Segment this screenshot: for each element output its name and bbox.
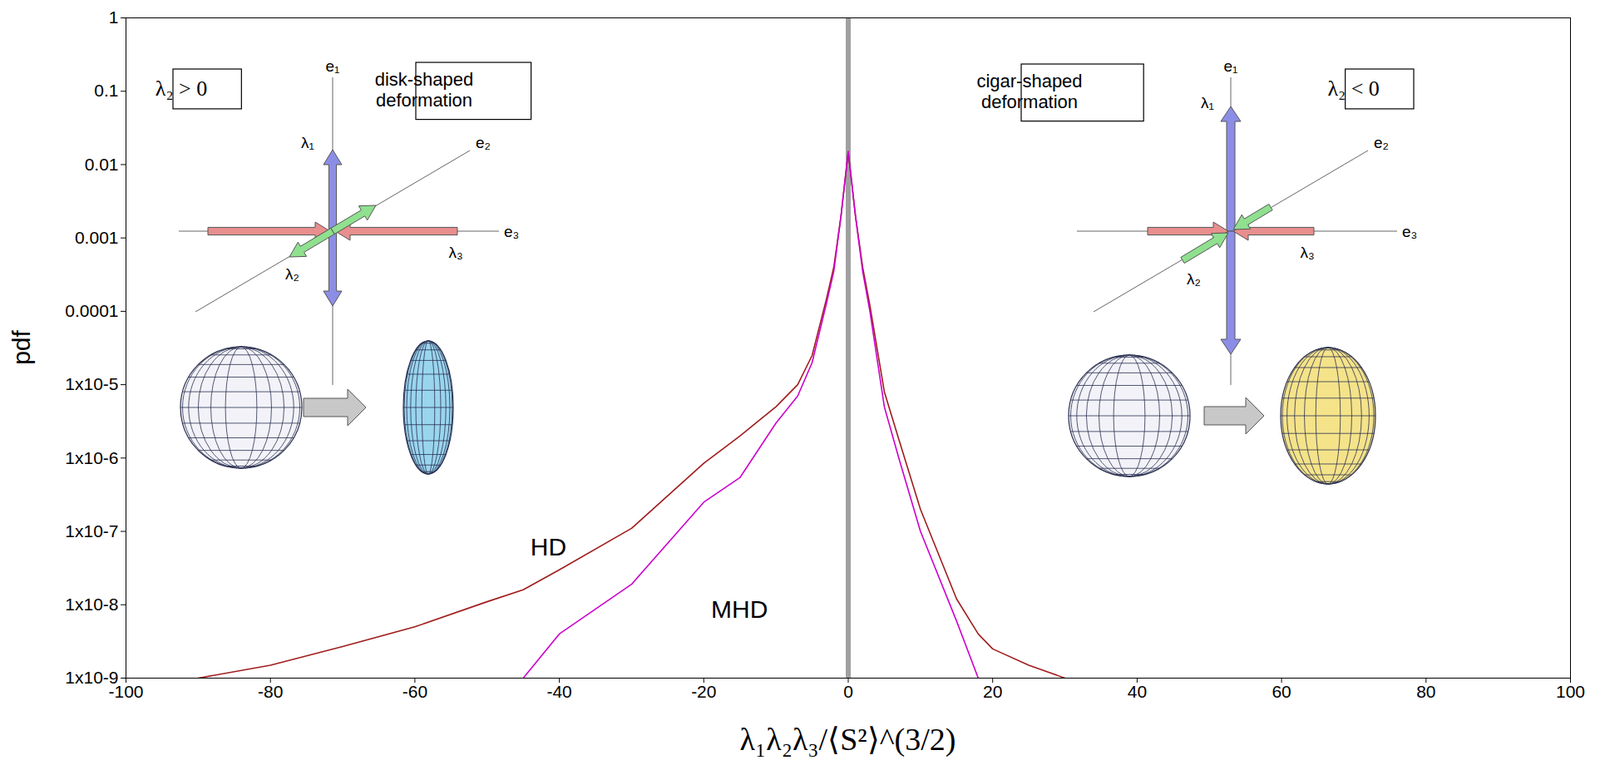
svg-text:-20: -20 bbox=[691, 681, 717, 702]
svg-text:λ₃: λ₃ bbox=[448, 243, 463, 262]
svg-text:e₁: e₁ bbox=[1224, 57, 1239, 75]
svg-text:0: 0 bbox=[843, 681, 854, 702]
svg-text:40: 40 bbox=[1127, 681, 1147, 702]
svg-text:20: 20 bbox=[982, 681, 1003, 702]
svg-text:e₂: e₂ bbox=[475, 133, 491, 152]
svg-text:λ₁: λ₁ bbox=[1200, 93, 1215, 112]
svg-text:60: 60 bbox=[1271, 681, 1291, 702]
svg-text:cigar-shaped: cigar-shaped bbox=[976, 70, 1082, 92]
svg-text:0.001: 0.001 bbox=[74, 227, 119, 247]
svg-text:100: 100 bbox=[1555, 681, 1586, 702]
svg-text:0.0001: 0.0001 bbox=[64, 301, 119, 321]
svg-text:1x10-7: 1x10-7 bbox=[64, 521, 119, 541]
svg-text:1x10-9: 1x10-9 bbox=[65, 667, 119, 688]
svg-text:-100: -100 bbox=[108, 681, 144, 702]
svg-text:-80: -80 bbox=[257, 681, 283, 702]
svg-text:deformation: deformation bbox=[375, 89, 473, 111]
svg-text:1x10-5: 1x10-5 bbox=[64, 374, 119, 394]
svg-text:1: 1 bbox=[108, 7, 119, 27]
svg-text:λ₂ < 0: λ₂ < 0 bbox=[1327, 76, 1379, 101]
svg-text:λ₃: λ₃ bbox=[1299, 243, 1314, 262]
svg-text:λ₂: λ₂ bbox=[285, 265, 300, 283]
svg-text:0.1: 0.1 bbox=[93, 80, 119, 100]
svg-text:disk-shaped: disk-shaped bbox=[375, 69, 475, 90]
svg-text:e₁: e₁ bbox=[325, 57, 341, 75]
svg-text:e₃: e₃ bbox=[503, 222, 519, 241]
svg-text:0.01: 0.01 bbox=[84, 154, 119, 174]
svg-text:pdf: pdf bbox=[7, 329, 35, 365]
svg-text:1x10-6: 1x10-6 bbox=[64, 448, 119, 468]
svg-text:λ₁λ₂λ₃/⟨S²⟩^(3/2): λ₁λ₂λ₃/⟨S²⟩^(3/2) bbox=[740, 721, 957, 758]
svg-text:λ₂ > 0: λ₂ > 0 bbox=[155, 76, 208, 101]
svg-text:-40: -40 bbox=[546, 681, 572, 702]
svg-text:e₂: e₂ bbox=[1373, 133, 1389, 152]
svg-text:-60: -60 bbox=[402, 681, 428, 702]
svg-text:HD: HD bbox=[530, 533, 567, 561]
svg-text:deformation: deformation bbox=[981, 91, 1078, 113]
svg-text:80: 80 bbox=[1416, 681, 1436, 702]
svg-text:λ₂: λ₂ bbox=[1186, 270, 1201, 288]
svg-text:1x10-8: 1x10-8 bbox=[64, 594, 119, 614]
svg-text:MHD: MHD bbox=[711, 595, 768, 623]
svg-text:e₃: e₃ bbox=[1402, 222, 1418, 241]
svg-text:λ₁: λ₁ bbox=[301, 133, 315, 152]
